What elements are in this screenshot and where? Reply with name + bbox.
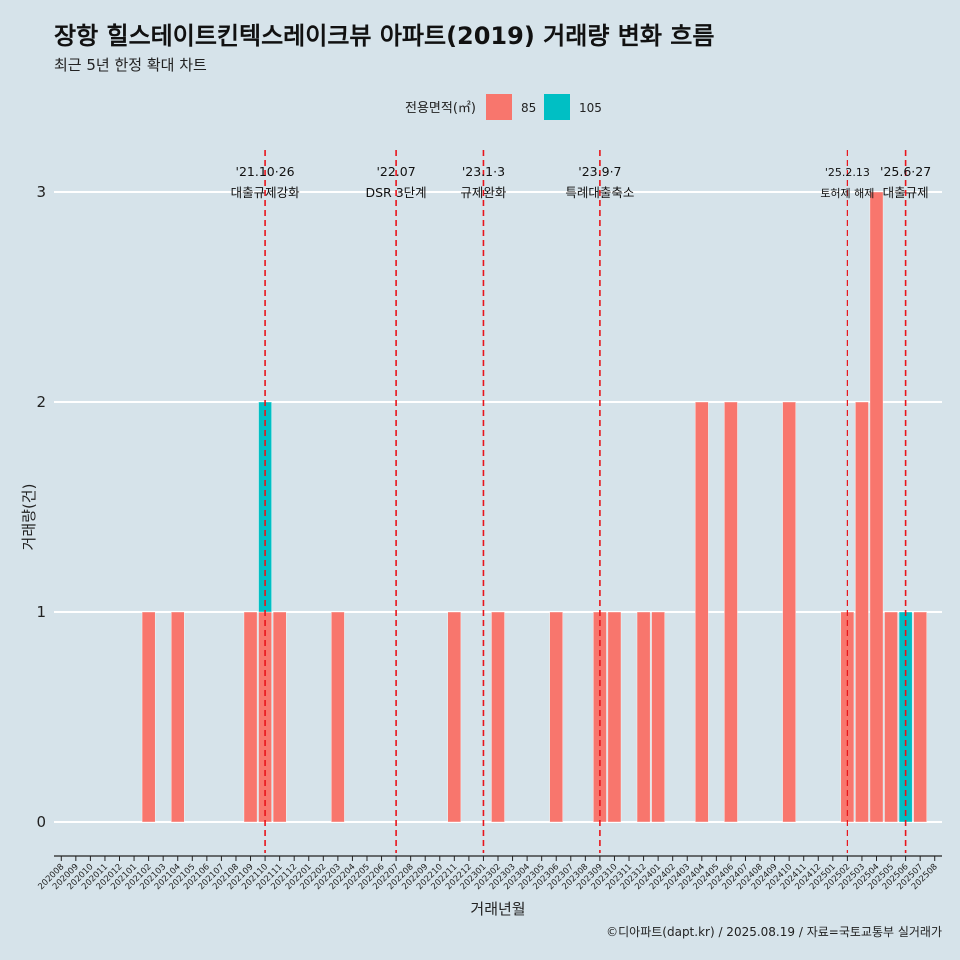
bar-85-202211 [447, 611, 462, 823]
event-name-label: 토허제 해제 [820, 186, 874, 200]
legend: 전용면적(㎡) 85 105 [405, 94, 602, 120]
y-tick-label: 1 [36, 603, 46, 621]
event-date-label: '22.07 [376, 164, 415, 179]
bar-85-202504 [869, 191, 884, 823]
y-tick-label: 3 [36, 183, 46, 201]
legend-title: 전용면적(㎡) [405, 101, 476, 116]
bar-85-202505 [884, 611, 898, 823]
event-date-label: '25.6·27 [880, 164, 931, 179]
bar-85-202104 [170, 611, 185, 823]
legend-label-105: 105 [579, 101, 602, 115]
legend-label-85: 85 [521, 101, 536, 115]
event-date-label: '23.9·7 [578, 164, 621, 179]
bar-85-202401 [651, 611, 665, 823]
bar-85-202410 [782, 401, 796, 823]
y-tick-labels: 0 1 2 3 [36, 183, 46, 831]
event-name-label: 대출규제강화 [231, 185, 301, 200]
event-date-label: '23.1·3 [462, 164, 505, 179]
event-lines: '21.10·26 대출규제강화 '22.07 DSR 3단계 '23.1·3 규제완화 '… [231, 150, 931, 853]
bar-85-202109 [243, 611, 258, 823]
bar-85-202312 [636, 611, 651, 823]
bar-85-202102 [141, 611, 156, 823]
y-tick-label: 0 [36, 813, 46, 831]
legend-swatch-105 [544, 94, 570, 120]
legend-swatch-85 [486, 94, 512, 120]
chart-title: 장항 힐스테이트킨텍스레이크뷰 아파트(2019) 거래량 변화 흐름 [54, 22, 714, 50]
chart-subtitle: 최근 5년 한정 확대 차트 [54, 56, 207, 74]
event-date-label: '21.10·26 [236, 164, 295, 179]
event-date-label: '25.2.13 [825, 166, 870, 179]
x-tick-labels: 2020082020092020102020112020122021012021… [36, 862, 939, 892]
bars [141, 191, 927, 823]
x-axis [54, 855, 942, 861]
bar-85-202111 [272, 611, 287, 823]
caption: ©디아파트(dapt.kr) / 2025.08.19 / 자료=국토교통부 실… [606, 925, 942, 939]
bar-85-202306 [549, 611, 563, 823]
y-tick-label: 2 [36, 393, 46, 411]
bar-85-202503 [855, 401, 869, 823]
event-name-label: 규제완화 [460, 185, 507, 200]
bar-85-202310 [607, 611, 622, 823]
bar-85-202507 [913, 611, 927, 823]
y-axis-title: 거래량(건) [20, 484, 38, 551]
bar-85-202203 [331, 611, 345, 823]
x-axis-title: 거래년월 [470, 900, 525, 918]
bar-85-202404 [695, 401, 709, 823]
event-name-label: 특례대출축소 [565, 185, 634, 200]
event-name-label: DSR 3단계 [366, 185, 427, 200]
bar-85-202406 [724, 401, 738, 823]
bar-85-202302 [491, 611, 505, 823]
event-name-label: 대출규제 [883, 185, 929, 200]
